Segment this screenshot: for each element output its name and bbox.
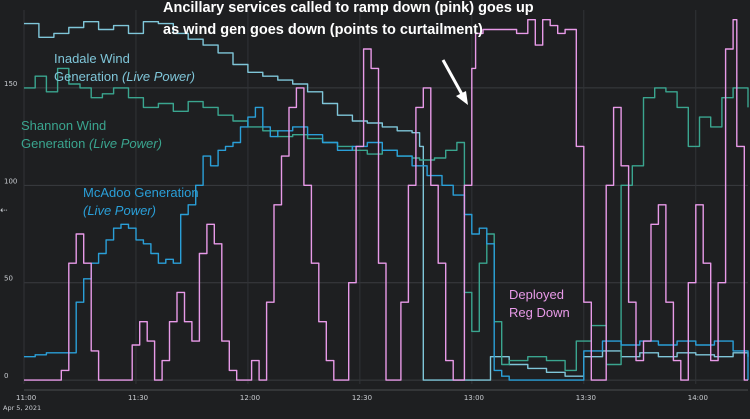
legend-reg-down: Deployed Reg Down [509,286,570,321]
series-line-shannon-wind-generation[interactable] [24,67,749,372]
x-tick-label-4: 13:00 [464,394,484,402]
x-tick-label-1: 11:30 [128,394,148,402]
legend-shannon: Shannon Wind Generation (Live Power) [21,117,162,152]
chart-title-line-1: Ancillary services called to ramp down (… [163,0,534,16]
annotation-arrow [441,59,468,105]
legend-mcadoo: McAdoo Generation (Live Power) [83,184,199,219]
axis-ticks: 0 50 100 150 11:00 11:30 12:00 12:30 13:00 13:30 1… [4,80,708,402]
date-label: Apr 5, 2021 [3,404,42,412]
grid [23,10,748,391]
legend-shannon-line-2: Generation [21,135,89,151]
legend-reg-down-line-2: Reg Down [509,304,570,320]
series-line-deployed-reg-down[interactable] [24,19,748,381]
x-tick-label-6: 14:00 [688,394,708,402]
legend-shannon-suffix: (Live Power) [88,135,162,151]
legend-reg-down-line-1: Deployed [509,287,564,302]
legend-shannon-line-1: Shannon Wind [21,118,107,133]
chart-title-line-2: as wind gen goes down (points to curtail… [163,21,483,38]
legend-inadale-line-1: Inadale Wind [54,51,130,66]
chart-title: Ancillary services called to ramp down (… [163,0,534,42]
x-tick-label-2: 12:00 [240,394,260,402]
series-line-mcadoo-generation[interactable] [24,106,749,381]
y-tick-label-1: 50 [4,275,13,283]
legend-mcadoo-suffix: (Live Power) [83,202,156,218]
legend-inadale-line-2: Generation [54,68,122,84]
y-tick-label-2: 100 [4,177,17,185]
x-tick-label-0: 11:00 [16,394,36,402]
y-tick-label-0: 0 [4,372,8,380]
x-tick-label-3: 12:30 [352,394,372,402]
x-tick-label-5: 13:30 [576,394,596,402]
axis-collapse-icon[interactable]: ⇠ [0,206,8,216]
series-layer [24,19,749,381]
legend-mcadoo-line-1: McAdoo Generation [83,185,199,200]
legend-inadale: Inadale Wind Generation (Live Power) [54,50,195,85]
y-tick-label-3: 150 [4,80,17,88]
legend-inadale-suffix: (Live Power) [121,68,195,84]
